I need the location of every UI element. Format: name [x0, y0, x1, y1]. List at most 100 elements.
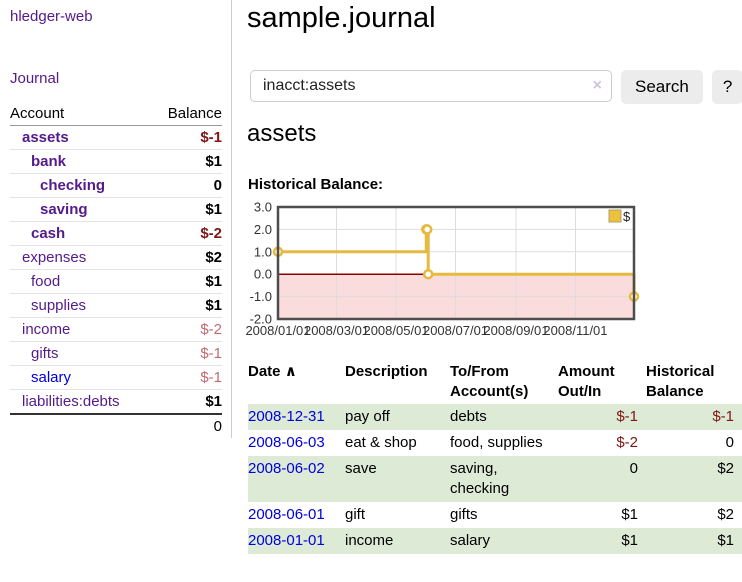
- transaction-accounts: debts: [450, 408, 487, 425]
- account-row: expenses $2: [10, 245, 222, 270]
- account-link-income[interactable]: income: [22, 321, 71, 338]
- register-header-date-label: Date: [248, 363, 281, 380]
- svg-text:2008/03/01: 2008/03/01: [304, 323, 369, 338]
- account-row: food $1: [10, 269, 222, 294]
- transaction-balance: $1: [717, 532, 734, 549]
- sort-ascending-icon: ∧: [284, 363, 297, 380]
- transaction-balance: $2: [717, 460, 734, 477]
- account-link-cash[interactable]: cash: [31, 225, 66, 242]
- account-balance: $-2: [151, 317, 222, 342]
- transaction-date-link[interactable]: 2008-06-02: [248, 460, 325, 477]
- transaction-date-link[interactable]: 2008-12-31: [248, 408, 325, 425]
- account-row: bank $1: [10, 149, 222, 174]
- svg-text:1.0: 1.0: [254, 244, 272, 259]
- account-link-gifts[interactable]: gifts: [31, 345, 59, 362]
- transaction-accounts: salary: [450, 532, 491, 549]
- account-row: assets $-1: [10, 125, 222, 150]
- search-button[interactable]: Search: [621, 70, 703, 104]
- account-balance: $-1: [151, 341, 222, 366]
- register-header-description: Description: [345, 363, 428, 380]
- clear-search-icon[interactable]: ×: [592, 77, 602, 94]
- account-balance: $1: [151, 197, 222, 222]
- transaction-amount: 0: [629, 460, 638, 477]
- account-link-saving[interactable]: saving: [40, 201, 88, 218]
- account-link-liabilities-debts[interactable]: liabilities:debts: [22, 393, 120, 410]
- transaction-row: 2008-06-01 gift gifts $1 $2: [248, 502, 742, 528]
- account-link-bank[interactable]: bank: [31, 153, 67, 170]
- account-balance: $1: [151, 269, 222, 294]
- help-button[interactable]: ?: [711, 70, 742, 104]
- account-link-checking[interactable]: checking: [40, 177, 106, 194]
- transaction-date-link[interactable]: 2008-01-01: [248, 532, 325, 549]
- account-row: cash $-2: [10, 221, 222, 246]
- account-row: saving $1: [10, 197, 222, 222]
- account-row: gifts $-1: [10, 341, 222, 366]
- account-balance: $-1: [151, 365, 222, 390]
- account-row: liabilities:debts $1: [10, 389, 222, 415]
- svg-text:3.0: 3.0: [254, 200, 272, 215]
- svg-text:2008/11/01: 2008/11/01: [543, 323, 607, 338]
- account-row: checking 0: [10, 173, 222, 198]
- sidebar: hledger-web Journal Account Balance asse…: [0, 0, 232, 438]
- search-form: × Search ?: [250, 70, 742, 104]
- transaction-accounts: gifts: [450, 506, 478, 523]
- svg-text:2008/01/01: 2008/01/01: [245, 323, 310, 338]
- account-link-food[interactable]: food: [31, 273, 61, 290]
- chart-title: Historical Balance:: [248, 176, 384, 193]
- account-balance: $-1: [151, 125, 222, 150]
- accounts-total-row: 0: [10, 413, 222, 438]
- transaction-row: 2008-12-31 pay off debts $-1 $-1: [248, 404, 742, 430]
- transaction-description: eat & shop: [345, 434, 417, 451]
- svg-text:0.0: 0.0: [254, 267, 272, 282]
- accounts-table: Account Balance assets $-1 bank $1 check…: [10, 102, 222, 438]
- account-link-assets[interactable]: assets: [22, 129, 69, 146]
- account-balance: $1: [151, 149, 222, 174]
- nav-journal-link[interactable]: Journal: [10, 70, 60, 87]
- transaction-date-link[interactable]: 2008-06-03: [248, 434, 325, 451]
- account-link-salary[interactable]: salary: [31, 369, 72, 386]
- transaction-row: 2008-06-02 save saving, checking 0 $2: [248, 456, 742, 502]
- account-balance: $1: [151, 293, 222, 318]
- page-title: sample.journal: [247, 2, 436, 34]
- transaction-accounts: food, supplies: [450, 434, 543, 451]
- svg-text:$: $: [623, 209, 631, 224]
- transaction-description: income: [345, 532, 394, 549]
- register-header-balance: Historical Balance: [646, 363, 715, 400]
- transaction-date-link[interactable]: 2008-06-01: [248, 506, 325, 523]
- search-field-wrap: ×: [250, 70, 612, 102]
- accounts-total: 0: [151, 413, 222, 438]
- register-header-row: Date ∧ Description To/From Account(s) Am…: [248, 360, 742, 404]
- transaction-amount: $1: [621, 532, 638, 549]
- search-input[interactable]: [250, 70, 612, 102]
- account-balance: $1: [151, 389, 222, 415]
- account-link-expenses[interactable]: expenses: [22, 249, 87, 266]
- account-balance: 0: [151, 173, 222, 198]
- transaction-amount: $-1: [616, 408, 638, 425]
- svg-text:2008/09/01: 2008/09/01: [483, 323, 548, 338]
- transaction-balance: 0: [725, 434, 734, 451]
- account-balance: $-2: [151, 221, 222, 246]
- transaction-description: save: [345, 460, 377, 477]
- account-title: assets: [247, 120, 317, 147]
- brand-link[interactable]: hledger-web: [10, 8, 93, 25]
- svg-text:-1.0: -1.0: [250, 289, 272, 304]
- accounts-header-account: Account: [10, 102, 152, 126]
- account-row: salary $-1: [10, 365, 222, 390]
- transaction-row: 2008-06-03 eat & shop food, supplies $-2…: [248, 430, 742, 456]
- transaction-description: pay off: [345, 408, 390, 425]
- transaction-balance: $2: [717, 506, 734, 523]
- svg-text:2008/05/01: 2008/05/01: [363, 323, 428, 338]
- account-balance: $2: [151, 245, 222, 270]
- register-header-date[interactable]: Date ∧: [248, 360, 345, 404]
- accounts-header-row: Account Balance: [10, 102, 222, 126]
- account-row: income $-2: [10, 317, 222, 342]
- accounts-header-balance: Balance: [151, 102, 222, 126]
- transaction-amount: $-2: [616, 434, 638, 451]
- transaction-row: 2008-01-01 income salary $1 $1: [248, 528, 742, 554]
- account-link-supplies[interactable]: supplies: [31, 297, 87, 314]
- register-header-amount: Amount Out/In: [558, 363, 615, 400]
- svg-text:2008/07/01: 2008/07/01: [423, 323, 488, 338]
- register-header-accounts: To/From Account(s): [450, 363, 529, 400]
- historical-balance-chart: 3.0 2.0 1.0 0.0 -1.0 -2.02008/01/012008/03/01…: [245, 200, 640, 338]
